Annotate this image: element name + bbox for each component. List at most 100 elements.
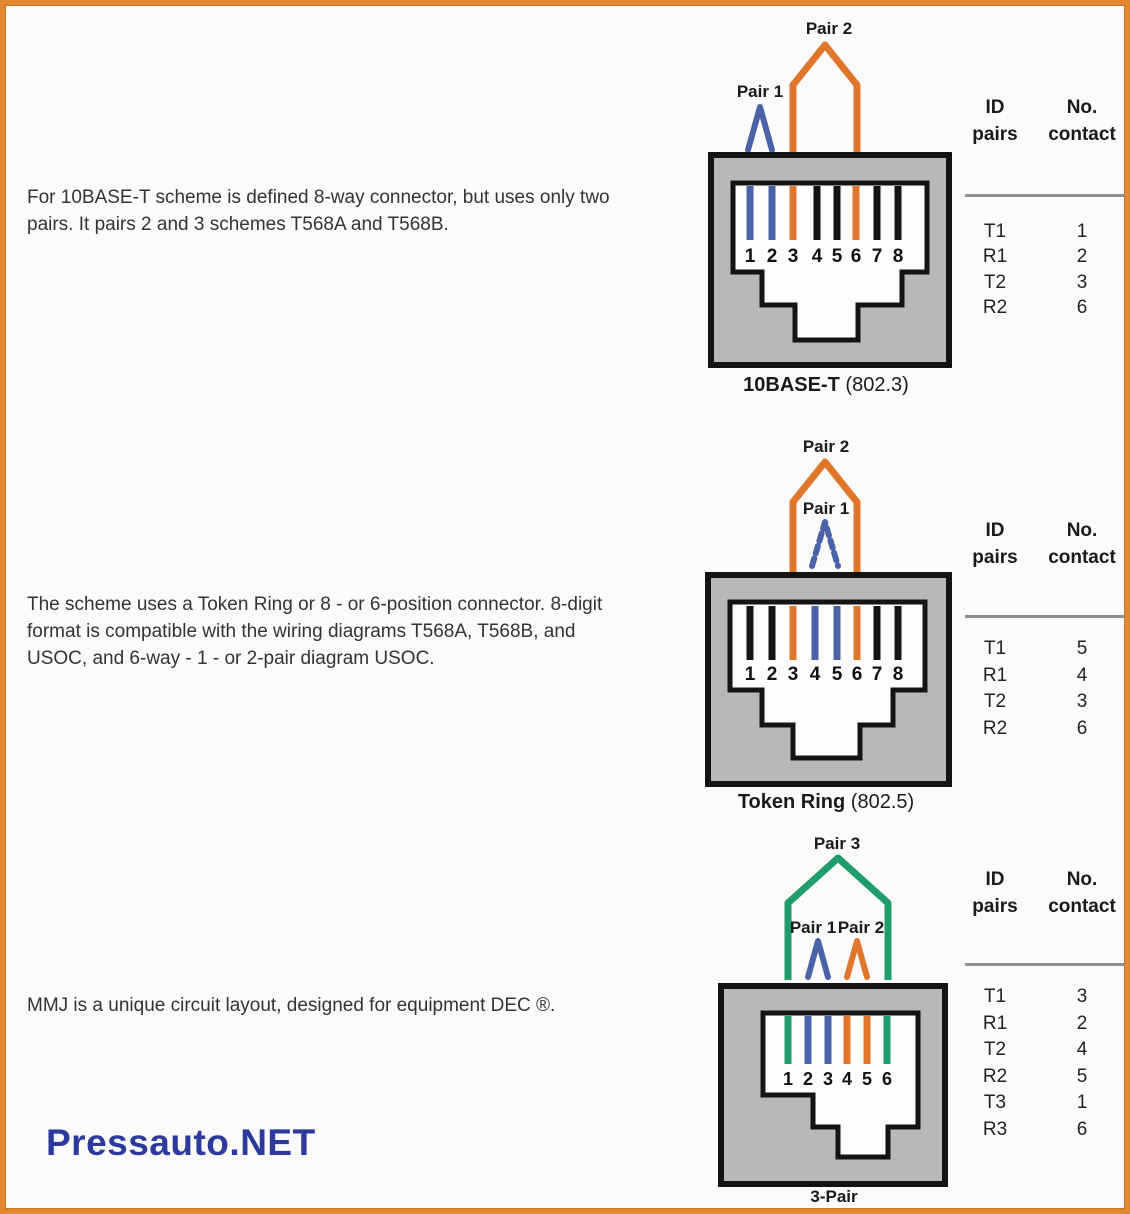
pin-number: 8 bbox=[893, 246, 904, 267]
table-row: R2 5 bbox=[953, 1064, 1127, 1091]
table-row: T2 3 bbox=[953, 689, 1127, 716]
pair-label: Pair 2 bbox=[838, 918, 884, 937]
description-line: For 10BASE-T scheme is defined 8-way con… bbox=[27, 187, 610, 208]
table1-header: ID pairs No. contact bbox=[953, 94, 1127, 148]
description-line: format is compatible with the wiring dia… bbox=[27, 621, 576, 642]
pair1-arc-dashed bbox=[809, 519, 841, 569]
caption-bold: 3-Pair bbox=[810, 1187, 858, 1206]
table3-header: ID pairs No. contact bbox=[953, 866, 1127, 920]
table1-rows: T1 1 R1 2 T2 3 R2 6 bbox=[953, 219, 1127, 321]
cell-contact: 1 bbox=[1076, 1092, 1088, 1114]
cell-contact: 3 bbox=[1076, 691, 1088, 713]
caption-bold: 10BASE-T bbox=[743, 374, 840, 396]
cell-contact: 3 bbox=[1076, 271, 1088, 293]
pin-8 bbox=[894, 186, 902, 240]
pin-5 bbox=[863, 1016, 871, 1064]
pin-number: 4 bbox=[810, 664, 821, 685]
pin-number: 6 bbox=[851, 246, 862, 267]
pin-4 bbox=[843, 1016, 851, 1064]
table-row: R1 2 bbox=[953, 1011, 1127, 1038]
cell-contact: 6 bbox=[1076, 717, 1088, 739]
connector-caption-10base-t: 10BASE-T (802.3) bbox=[690, 374, 962, 397]
pair-label: Pair 3 bbox=[814, 834, 860, 853]
cell-contact: 4 bbox=[1076, 1039, 1088, 1061]
pin-1 bbox=[746, 606, 754, 660]
pin-number: 1 bbox=[745, 664, 756, 685]
cell-contact: 2 bbox=[1076, 1012, 1088, 1034]
pair-label: Pair 1 bbox=[737, 82, 783, 101]
header-no-contact: No. contact bbox=[1048, 869, 1116, 917]
table-row: R1 4 bbox=[953, 663, 1127, 690]
cell-contact: 6 bbox=[1076, 297, 1088, 319]
pin-4 bbox=[813, 186, 821, 240]
connector-jack-opening-offset bbox=[760, 1010, 921, 1160]
pin-number: 4 bbox=[812, 246, 823, 267]
caption-suffix: (802.3) bbox=[839, 374, 909, 396]
table-row: R1 2 bbox=[953, 245, 1127, 271]
header-id-pairs: ID pairs bbox=[972, 869, 1018, 917]
cell-contact: 3 bbox=[1076, 986, 1088, 1008]
pin-1 bbox=[746, 186, 754, 240]
table3-divider bbox=[965, 963, 1125, 966]
pin-number: 7 bbox=[872, 246, 883, 267]
cell-id: T1 bbox=[983, 220, 1007, 242]
header-no-contact: No. contact bbox=[1048, 97, 1116, 145]
pair1-arc bbox=[805, 938, 831, 980]
cell-contact: 4 bbox=[1076, 664, 1088, 686]
pin-number: 3 bbox=[788, 664, 799, 685]
cell-id: R1 bbox=[982, 664, 1008, 686]
table-row: R3 6 bbox=[953, 1117, 1127, 1144]
cell-id: T1 bbox=[983, 638, 1007, 660]
pair1-arc bbox=[745, 104, 775, 153]
pin-number: 8 bbox=[893, 664, 904, 685]
table-row: T3 1 bbox=[953, 1090, 1127, 1117]
pin-7 bbox=[873, 606, 881, 660]
cell-id: T3 bbox=[983, 1092, 1007, 1114]
pair2-arc bbox=[789, 41, 861, 155]
pair-label: Pair 2 bbox=[806, 19, 852, 38]
table1-divider bbox=[965, 194, 1125, 197]
table2-divider bbox=[965, 615, 1125, 618]
pin-number: 4 bbox=[842, 1069, 852, 1089]
pair-label: Pair 2 bbox=[803, 437, 849, 456]
pin-6 bbox=[852, 186, 860, 240]
table-row: T2 3 bbox=[953, 270, 1127, 296]
pin-number: 5 bbox=[832, 246, 843, 267]
description-token-ring: The scheme uses a Token Ring or 8 - or 6… bbox=[27, 591, 727, 672]
cell-id: T2 bbox=[983, 271, 1007, 293]
pin-number: 6 bbox=[882, 1069, 892, 1089]
pin-2 bbox=[804, 1016, 812, 1064]
description-line: MMJ is a unique circuit layout, designed… bbox=[27, 995, 556, 1016]
cell-id: R2 bbox=[982, 297, 1008, 319]
caption-bold: Token Ring bbox=[737, 791, 846, 813]
header-no-contact: No. contact bbox=[1048, 520, 1116, 568]
header-id-pairs: ID pairs bbox=[972, 520, 1018, 568]
description-line: pairs. It pairs 2 and 3 schemes T568A an… bbox=[27, 214, 449, 235]
cell-id: T2 bbox=[983, 1039, 1007, 1061]
header-id-pairs: ID pairs bbox=[972, 97, 1018, 145]
table2-rows: T1 5 R1 4 T2 3 R2 6 bbox=[953, 636, 1127, 742]
cell-contact: 5 bbox=[1076, 1065, 1088, 1087]
cell-id: R1 bbox=[982, 246, 1008, 268]
table-row: T1 5 bbox=[953, 636, 1127, 663]
cell-contact: 2 bbox=[1076, 246, 1088, 268]
table-row: R2 6 bbox=[953, 296, 1127, 322]
pin-5 bbox=[833, 606, 841, 660]
cell-id: R3 bbox=[982, 1118, 1008, 1140]
caption-suffix: (802.5) bbox=[845, 791, 915, 813]
pair2-arc bbox=[789, 458, 861, 574]
pin-number: 1 bbox=[783, 1069, 793, 1089]
table-row: T1 1 bbox=[953, 219, 1127, 245]
description-10base-t: For 10BASE-T scheme is defined 8-way con… bbox=[27, 184, 727, 238]
table3-rows: T1 3 R1 2 T2 4 R2 5 T3 1 R3 6 bbox=[953, 984, 1127, 1143]
pin-number: 1 bbox=[745, 246, 756, 267]
cell-id: T1 bbox=[983, 986, 1007, 1008]
pin-number: 5 bbox=[832, 664, 843, 685]
pin-number: 6 bbox=[852, 664, 863, 685]
connector-diagram-token-ring: Pair 2 Pair 1 1 2 3 4 5 6 7 8 bbox=[705, 437, 952, 787]
pin-number: 5 bbox=[862, 1069, 872, 1089]
pair2-arc bbox=[844, 938, 870, 980]
pin-3 bbox=[824, 1016, 832, 1064]
pin-7 bbox=[873, 186, 881, 240]
pin-3 bbox=[789, 186, 797, 240]
